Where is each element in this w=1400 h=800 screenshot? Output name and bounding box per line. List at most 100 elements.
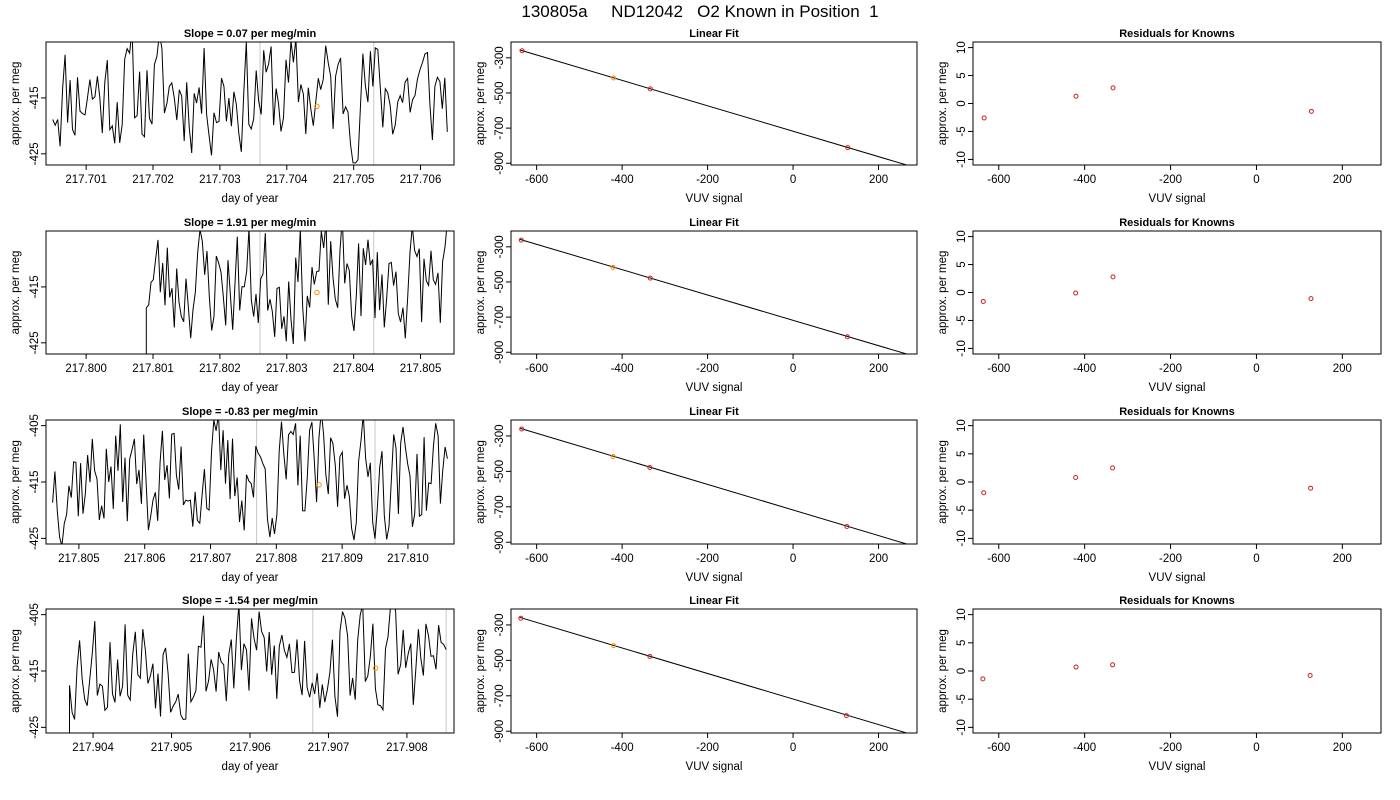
x-tick-label: -200 [1159, 363, 1182, 375]
panel-title: Linear Fit [689, 217, 739, 229]
x-tick-label: -400 [1073, 174, 1096, 186]
data-point [1308, 296, 1314, 302]
data-point [610, 264, 616, 270]
y-axis-label: approx. per meg [937, 440, 949, 524]
x-tick-label: -200 [696, 174, 719, 186]
page-title: 130805a ND12042 O2 Known in Position 1 [521, 2, 879, 21]
data-point [647, 275, 653, 281]
y-axis-label: approx. per meg [475, 251, 487, 335]
x-tick-label: -600 [987, 553, 1010, 565]
y-axis: 10 5 0 -5 -10 [956, 41, 973, 168]
y-tick-label: 10 [956, 608, 968, 621]
plot-area [518, 237, 909, 354]
x-tick-label: -200 [1159, 174, 1182, 186]
data-point [1073, 474, 1079, 480]
y-axis-label: approx. per meg [10, 62, 22, 146]
panel-fit-4: Linear Fit -600 -400 -200 0 200 VUV signal -300… [475, 595, 918, 773]
x-tick-label: 217.803 [266, 363, 308, 375]
x-tick-label: 0 [1253, 553, 1259, 565]
y-tick-label: -415 [29, 86, 41, 109]
plot-area [52, 420, 448, 544]
y-tick-label: -5 [956, 694, 968, 704]
data-point [647, 464, 653, 470]
y-tick-label: -300 [494, 46, 506, 69]
x-axis-label: VUV signal [1149, 382, 1206, 394]
y-tick-label: -500 [494, 270, 506, 293]
x-axis: 217.701 217.702 217.703 217.704 217.705 217.7… [65, 165, 441, 186]
data-point [611, 643, 617, 649]
panel-title: Residuals for Knowns [1119, 406, 1235, 418]
series-line [52, 42, 448, 164]
x-tick-label: 0 [790, 742, 796, 754]
x-axis: -600 -400 -200 0 200 [987, 354, 1352, 375]
x-tick-label: -200 [696, 553, 719, 565]
data-point [611, 75, 617, 81]
panel-title: Linear Fit [689, 595, 739, 607]
x-axis: 217.904 217.905 217.906 217.907 217.908 [72, 733, 428, 754]
x-axis-label: day of year [222, 572, 279, 584]
x-tick-label: -600 [525, 742, 548, 754]
y-tick-label: 0 [956, 289, 968, 295]
y-axis-label: approx. per meg [937, 62, 949, 146]
panel-resid-3: Residuals for Knowns -600 -400 -200 0 200 VUV … [937, 406, 1382, 584]
y-tick-label: -900 [494, 152, 506, 175]
y-axis: -300 -500 -700 -900 [494, 235, 511, 364]
x-tick-label: -600 [525, 363, 548, 375]
data-point [1110, 85, 1116, 91]
x-tick-label: 217.706 [400, 174, 442, 186]
data-point [1110, 465, 1116, 471]
plot-area [519, 48, 909, 165]
data-point [843, 713, 849, 719]
x-tick-label: 217.908 [386, 742, 428, 754]
y-axis: -405 -415 -425 [29, 603, 46, 739]
data-point [1308, 485, 1314, 491]
data-point [980, 676, 986, 682]
plot-frame [510, 608, 918, 734]
y-axis-label: approx. per meg [475, 629, 487, 713]
y-tick-label: -5 [956, 505, 968, 515]
data-point [1307, 673, 1313, 679]
x-tick-label: 200 [1333, 363, 1352, 375]
y-axis-label: approx. per meg [10, 629, 22, 713]
x-tick-label: 217.800 [65, 363, 107, 375]
x-tick-label: 217.804 [333, 363, 375, 375]
x-tick-label: 200 [869, 174, 888, 186]
fit-line [519, 238, 909, 354]
y-tick-label: 10 [956, 41, 968, 54]
y-tick-label: -900 [494, 720, 506, 743]
x-tick-label: 217.802 [199, 363, 241, 375]
plot-frame [510, 230, 918, 355]
mean-marker [314, 103, 320, 109]
data-point [518, 615, 524, 621]
panel-title: Residuals for Knowns [1119, 595, 1235, 607]
x-axis-label: VUV signal [686, 572, 743, 584]
x-tick-label: 217.810 [387, 553, 429, 565]
series-line [145, 231, 447, 354]
plot-area [145, 231, 447, 354]
x-tick-label: 217.807 [190, 553, 232, 565]
x-axis: -600 -400 -200 0 200 [525, 733, 888, 754]
y-tick-label: 10 [956, 230, 968, 243]
x-tick-label: 200 [869, 742, 888, 754]
y-tick-label: -300 [494, 424, 506, 447]
x-tick-label: 0 [1253, 742, 1259, 754]
y-axis-label: approx. per meg [937, 251, 949, 335]
plot-frame [972, 41, 1382, 166]
y-tick-label: 10 [956, 419, 968, 432]
x-tick-label: -200 [1159, 742, 1182, 754]
plot-area [981, 85, 1314, 121]
plot-area [980, 274, 1314, 304]
y-axis-label: approx. per meg [10, 251, 22, 335]
x-tick-label: -400 [1073, 553, 1096, 565]
series-line [69, 609, 447, 733]
x-tick-label: -600 [987, 363, 1010, 375]
x-axis-label: day of year [222, 382, 279, 394]
data-point [844, 334, 850, 340]
fit-line [519, 427, 909, 544]
panel-title: Slope = -0.83 per meg/min [182, 406, 318, 418]
x-tick-label: -400 [611, 742, 634, 754]
plot-frame [45, 230, 455, 355]
x-axis: -600 -400 -200 0 200 [987, 165, 1352, 186]
